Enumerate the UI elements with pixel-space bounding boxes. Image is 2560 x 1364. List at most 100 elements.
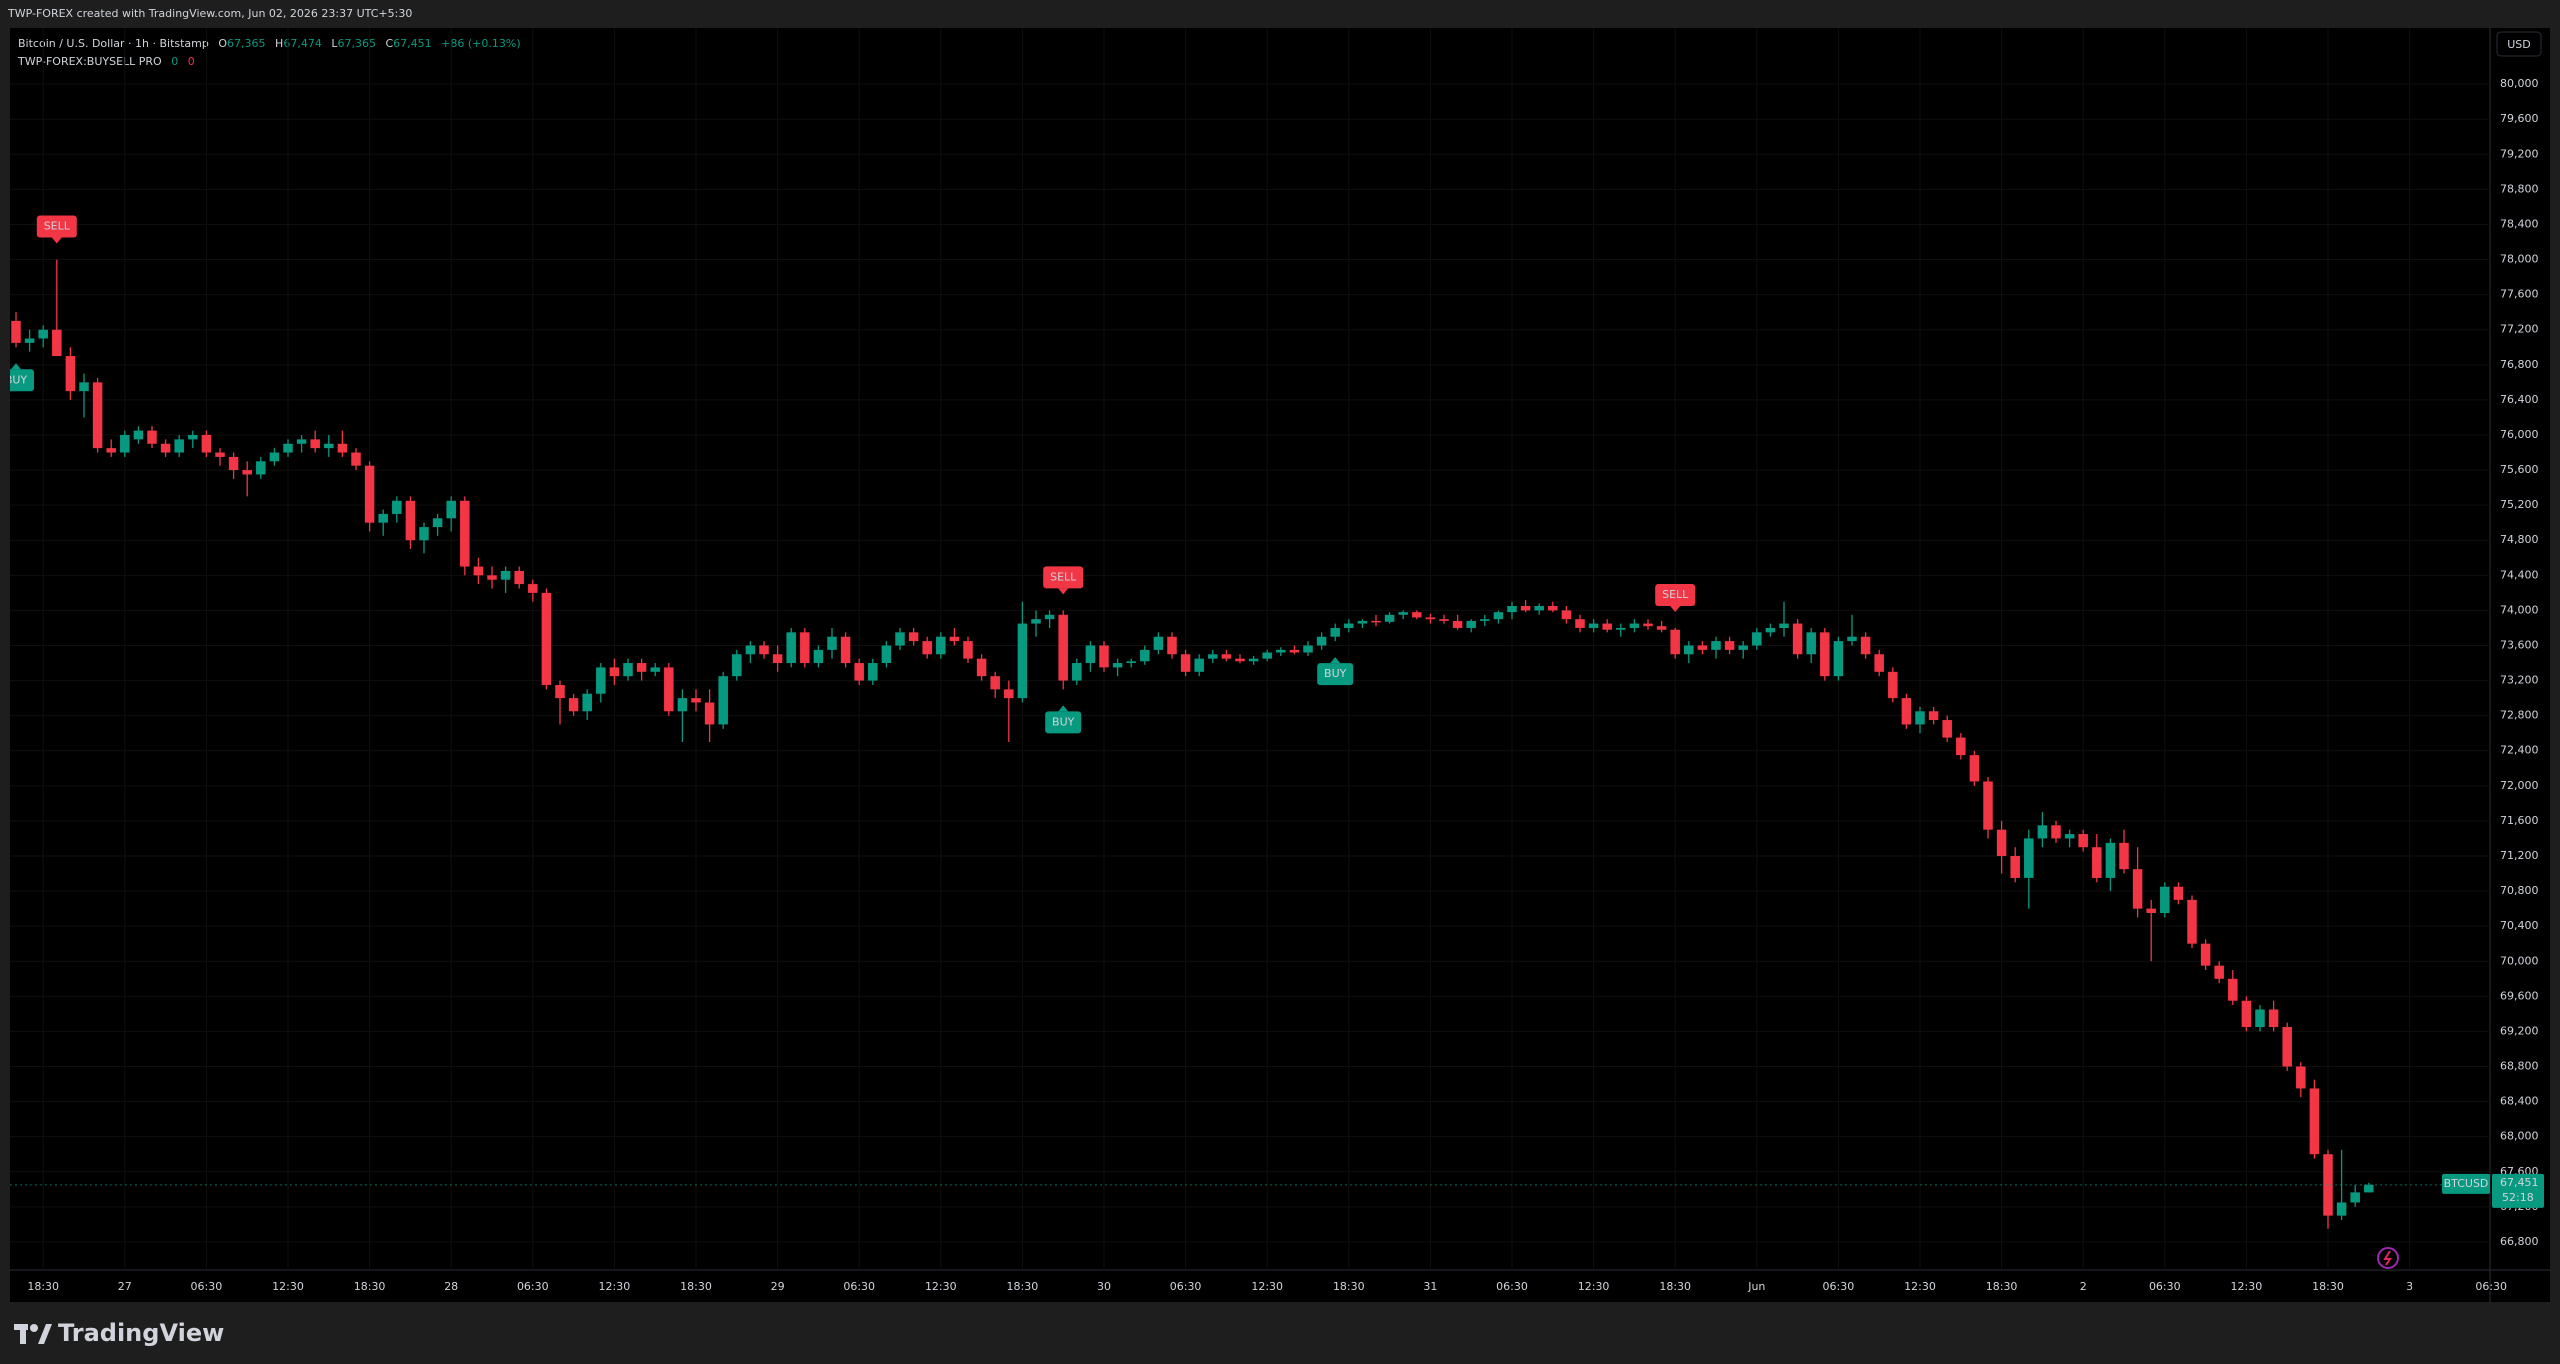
candle-body — [120, 434, 130, 453]
candle-body — [582, 693, 592, 712]
plot-area — [10, 28, 2490, 1270]
signal-box — [1317, 663, 1354, 686]
candle-body — [1860, 636, 1871, 655]
candle-body — [1684, 645, 1694, 655]
candle-body — [936, 636, 946, 655]
candle-body — [895, 632, 905, 646]
y-tick-label: 75,200 — [2500, 498, 2539, 511]
candle-body — [1085, 645, 1096, 664]
currency-button[interactable] — [2496, 31, 2542, 57]
x-tick-label: 06:30 — [2149, 1280, 2181, 1293]
candle-body — [1561, 610, 1572, 620]
x-tick-label: 06:30 — [191, 1280, 223, 1293]
y-tick-label: 80,000 — [2500, 77, 2539, 90]
y-tick-label: 68,000 — [2500, 1130, 2539, 1143]
candle-body — [623, 663, 633, 677]
candle-body — [2119, 842, 2129, 870]
plot: BUY SELL SELL BUY BUY SELL — [5, 28, 2490, 1270]
candle-body — [949, 636, 960, 642]
x-tick-label: 12:30 — [2231, 1280, 2263, 1293]
signal: SELL — [36, 215, 77, 244]
candle-body — [1996, 829, 2007, 856]
candle-body — [1507, 606, 1517, 613]
y-tick-label: 77,600 — [2500, 288, 2539, 301]
candle-body — [419, 527, 429, 541]
candle-body — [1792, 623, 1803, 655]
x-tick-label: 12:30 — [272, 1280, 304, 1293]
footer — [0, 1302, 2560, 1364]
alert-icon[interactable] — [2377, 1247, 2399, 1269]
candle-body — [1004, 689, 1014, 699]
candle-body — [2200, 943, 2211, 966]
candle-body — [1357, 620, 1368, 624]
symbol-tag-label: BTCUSD — [2444, 1177, 2489, 1190]
price-axis — [2490, 28, 2550, 1270]
candle-body — [500, 570, 511, 580]
legend-key: O — [218, 37, 227, 50]
candle-body — [473, 566, 484, 576]
x-tick-label: 31 — [1423, 1280, 1437, 1293]
x-tick-label: 12:30 — [1251, 1280, 1283, 1293]
currency[interactable]: USD — [2507, 38, 2531, 51]
candle-body — [351, 452, 361, 466]
price-tag-timer: 52:18 — [2502, 1191, 2534, 1204]
signal-label: SELL — [1662, 588, 1689, 601]
signal-box — [1655, 583, 1696, 606]
candle-body — [1738, 645, 1748, 650]
y-tick-label: 77,200 — [2500, 323, 2539, 336]
candle-body — [2105, 842, 2116, 878]
legend-value: 67,365 — [337, 37, 376, 50]
candle-body — [636, 663, 647, 672]
candle-body — [487, 575, 497, 580]
candle-body — [1112, 663, 1123, 668]
indicator-value: 0 — [188, 55, 195, 68]
candle-body — [1969, 755, 1980, 782]
signal: BUY — [1317, 657, 1354, 686]
signal-box — [1045, 711, 1082, 734]
candle-body — [1072, 663, 1082, 681]
candle-body — [92, 382, 103, 449]
candle-body — [1031, 619, 1041, 624]
candle-body — [1126, 661, 1136, 664]
candle-body — [854, 663, 864, 681]
candle-body — [160, 443, 171, 453]
signal-label: BUY — [5, 373, 28, 386]
y-tick-label: 68,400 — [2500, 1095, 2539, 1108]
candle-body — [2364, 1184, 2374, 1193]
candle-body — [1425, 617, 1436, 620]
symbol: Bitcoin / U.S. Dollar · 1h · Bitstamp — [18, 37, 209, 50]
candle-body — [963, 641, 973, 659]
candle-body — [800, 632, 810, 664]
y-tick-label: 70,400 — [2500, 919, 2539, 932]
candle-body — [528, 584, 538, 593]
candle-body — [759, 645, 769, 655]
brand: TradingView — [58, 1319, 224, 1347]
time-axis — [10, 1270, 2550, 1302]
candle-body — [1153, 636, 1164, 650]
candle-body — [1412, 612, 1422, 618]
candle-body — [1765, 627, 1776, 633]
signal-pointer — [51, 237, 62, 244]
candle-body — [1548, 606, 1558, 611]
candle-body — [1888, 671, 1898, 699]
signal-label: BUY — [1052, 715, 1075, 728]
x-tick-label: 12:30 — [925, 1280, 957, 1293]
candle-body — [568, 698, 579, 712]
x-tick-label: 29 — [771, 1280, 785, 1293]
brand-logo — [14, 1324, 52, 1344]
indicator-name: TWP-FOREX:BUYSELL PRO — [17, 55, 162, 68]
candle-body — [2146, 908, 2156, 914]
candle-body — [1616, 627, 1626, 630]
y-tick-label: 78,800 — [2500, 182, 2539, 195]
x-tick-label: 18:30 — [1007, 1280, 1039, 1293]
y-tick-label: 72,000 — [2500, 779, 2539, 792]
candle-body — [840, 636, 851, 664]
candle-body — [1901, 698, 1912, 725]
candle-body — [786, 632, 796, 664]
candle-body — [1697, 645, 1708, 650]
signal-label: BUY — [1324, 667, 1347, 680]
candle-body — [2241, 1000, 2252, 1028]
y-tick-label: 74,000 — [2500, 603, 2539, 616]
candle-body — [1248, 658, 1259, 662]
candle-body — [514, 570, 524, 585]
